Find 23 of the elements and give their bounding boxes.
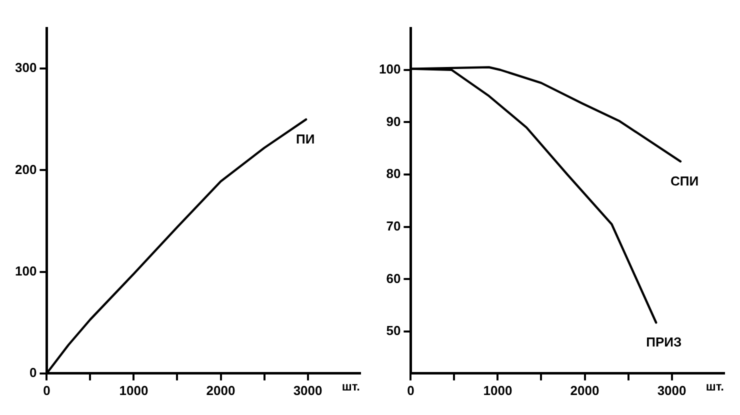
series-label: СПИ — [670, 174, 699, 189]
x-tick-label: 1000 — [119, 382, 148, 398]
y-tick-label: 50 — [386, 323, 401, 338]
y-tick-label: 100 — [14, 263, 37, 278]
y-tick-label: 0 — [29, 364, 37, 380]
y-tick-label: 70 — [386, 218, 401, 234]
x-tick-label: 1000 — [483, 382, 512, 398]
y-tick-label: 80 — [386, 166, 401, 182]
x-tick-label: 3000 — [657, 382, 686, 398]
x-tick-label: 0 — [43, 382, 50, 398]
x-tick-label: 3000 — [293, 382, 322, 398]
y-tick-label: 200 — [14, 162, 37, 177]
x-tick-label: 0 — [407, 382, 414, 398]
x-tick-label: 2000 — [206, 382, 236, 398]
y-tick-label: 90 — [386, 114, 401, 129]
series-label: ПРИЗ — [646, 334, 682, 350]
x-tick-label: 2000 — [570, 382, 600, 398]
y-tick-label: 60 — [386, 270, 401, 286]
x-axis-title: шт. — [342, 380, 360, 394]
x-axis-title: шт. — [706, 380, 724, 394]
y-tick-label: 300 — [14, 60, 37, 76]
series-label: ПИ — [296, 132, 315, 147]
y-tick-label: 100 — [378, 61, 401, 76]
